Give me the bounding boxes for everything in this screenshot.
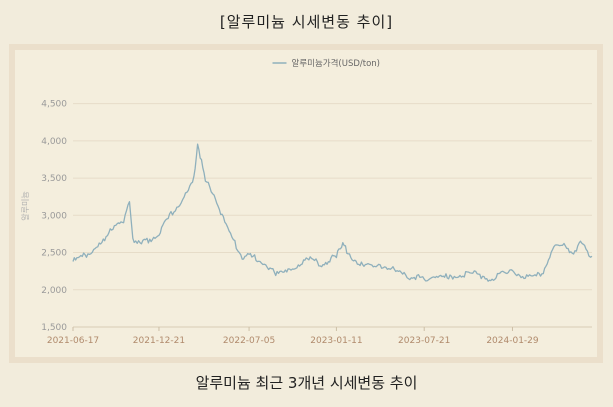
x-tick-label: 2021-12-21 [133,336,185,346]
legend-label[interactable]: 알루미늄가격(USD/ton) [292,58,381,69]
page-title: [알루미늄 시세변동 추이] [219,13,394,31]
y-tick-label: 3,000 [41,211,67,221]
y-axis-label: 알루미늄 [20,191,30,220]
series-line [72,143,593,282]
y-tick-label: 4,500 [41,100,67,110]
y-tick-label: 2,500 [41,249,67,259]
y-tick-label: 1,500 [41,323,67,333]
chart-caption: 알루미늄 최근 3개년 시세변동 추이 [195,374,418,392]
y-tick-label: 3,500 [41,174,67,184]
chart-frame: 1,500 2,000 2,500 3,000 3,500 4,000 4,500 2021-… [9,44,603,363]
y-tick-label: 4,000 [41,137,67,147]
x-tick-label: 2023-01-11 [310,336,362,346]
x-tick-label: 2024-01-29 [486,336,539,346]
line-chart: 1,500 2,000 2,500 3,000 3,500 4,000 4,500 2021-… [20,58,593,346]
x-tick-label: 2021-06-17 [47,336,99,346]
x-tick-label: 2022-07-05 [223,336,275,346]
chart-area: 1,500 2,000 2,500 3,000 3,500 4,000 4,500 2021-… [15,50,597,357]
x-tick-label: 2023-07-21 [398,336,450,346]
y-tick-label: 2,000 [41,286,67,296]
